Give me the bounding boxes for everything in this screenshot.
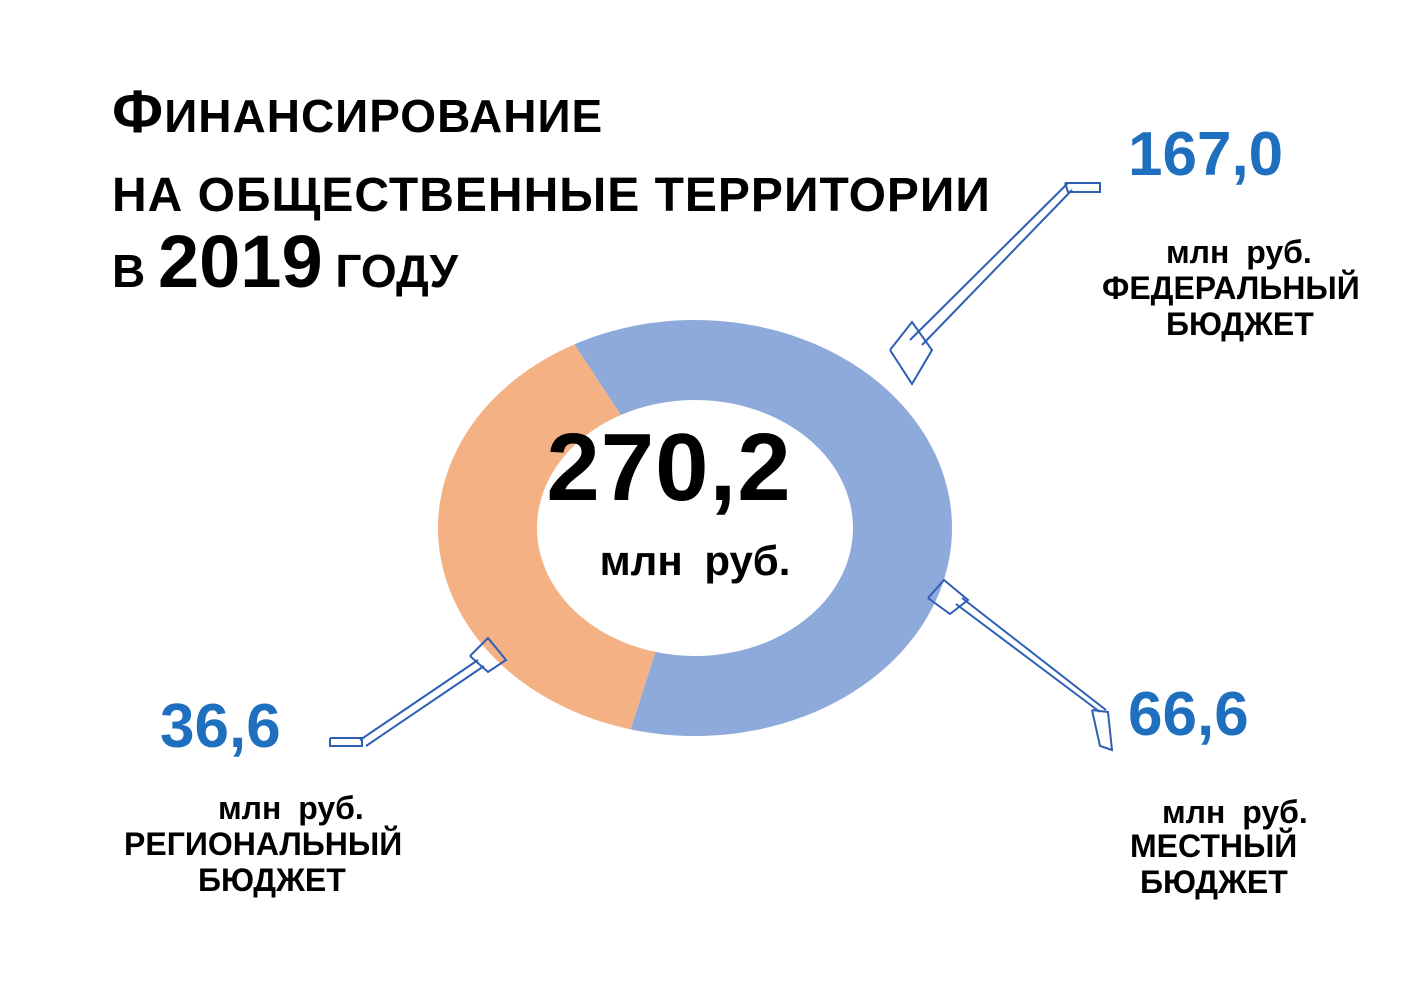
title-line-3: В 2019 ГОДУ xyxy=(112,225,458,299)
donut-slice-federal xyxy=(574,320,952,736)
title-line-1-rest: ИНАНСИРОВАНИЕ xyxy=(164,90,604,142)
title-first-letter: Ф xyxy=(112,78,165,145)
center-total-value: 270,2 xyxy=(546,414,792,521)
title-line-3-suffix: ГОДУ xyxy=(322,245,458,297)
donut-slice-local xyxy=(438,480,656,730)
local-value: 66,6 xyxy=(1128,680,1249,749)
title-line-3-prefix: В xyxy=(112,245,158,297)
leader-line-regional xyxy=(329,636,508,747)
title-line-1: ФИНАНСИРОВАНИЕ xyxy=(112,82,603,142)
local-label-line-2: БЮДЖЕТ xyxy=(1140,864,1288,900)
regional-value: 36,6 xyxy=(160,692,281,761)
title-year: 2019 xyxy=(158,220,323,303)
federal-value: 167,0 xyxy=(1128,120,1284,189)
donut-slice-regional xyxy=(444,344,621,499)
regional-unit: млн руб. xyxy=(218,790,364,826)
local-unit: млн руб. xyxy=(1162,794,1308,830)
regional-label-line-1: РЕГИОНАЛЬНЫЙ xyxy=(124,826,403,862)
leader-line-local xyxy=(927,578,1114,752)
leader-line-federal xyxy=(889,182,1101,386)
local-label-line-1: МЕСТНЫЙ xyxy=(1130,828,1298,864)
regional-label-line-2: БЮДЖЕТ xyxy=(198,862,346,898)
federal-unit: млн руб. xyxy=(1166,234,1312,270)
federal-label-line-2: БЮДЖЕТ xyxy=(1166,306,1314,342)
federal-label-line-1: ФЕДЕРАЛЬНЫЙ xyxy=(1102,270,1360,306)
title-line-2: НА ОБЩЕСТВЕННЫЕ ТЕРРИТОРИИ xyxy=(112,169,991,222)
center-total-unit: млн руб. xyxy=(599,537,791,584)
